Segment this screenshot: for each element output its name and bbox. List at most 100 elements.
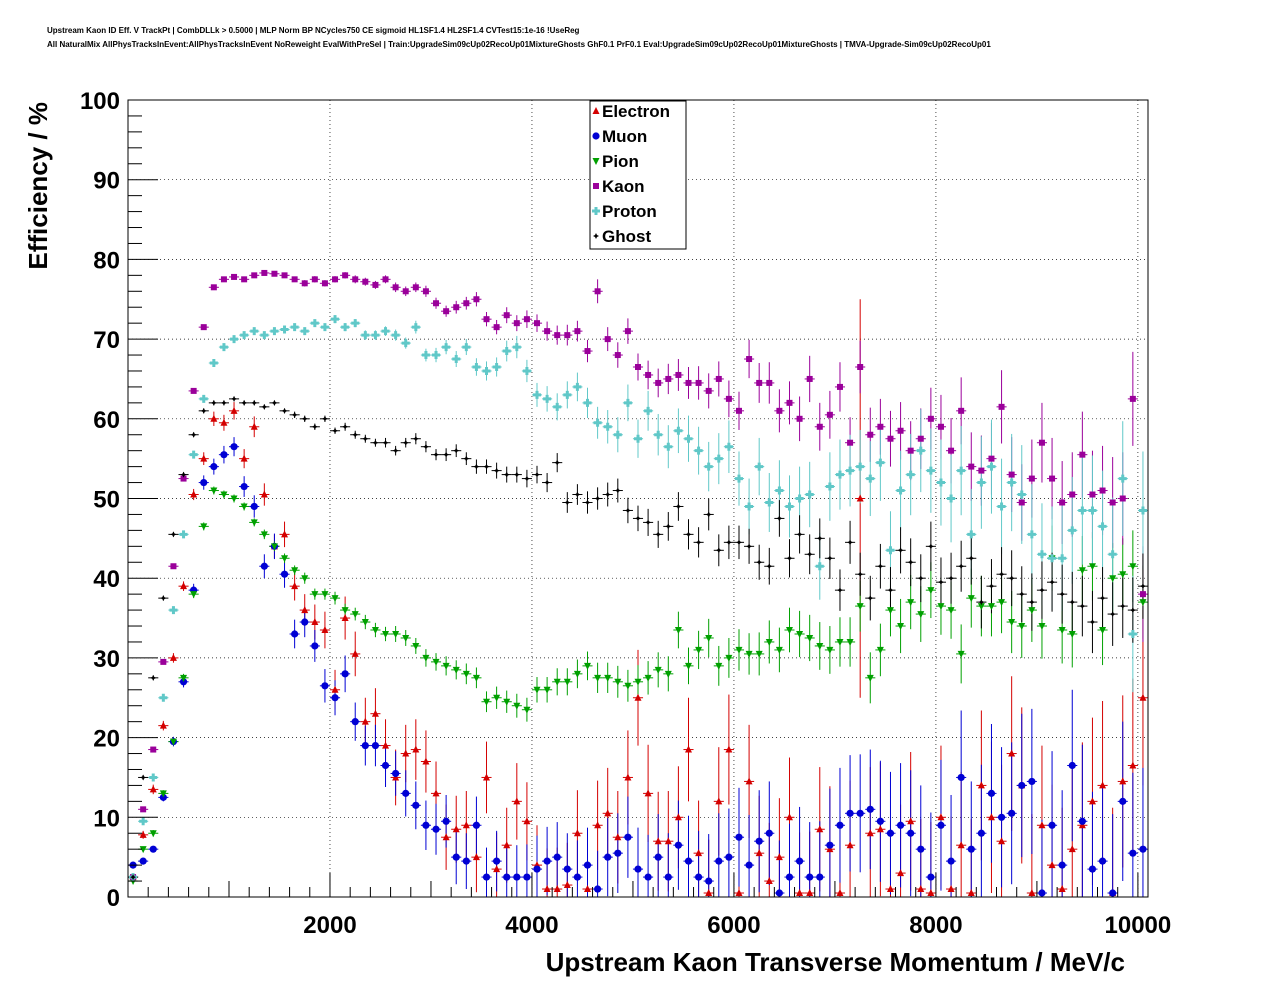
data-point-pion	[1058, 627, 1066, 635]
data-point-pion	[806, 634, 814, 642]
data-point-kaon	[574, 328, 581, 335]
data-point-ghost	[1079, 603, 1086, 610]
data-point-ghost	[857, 571, 864, 578]
data-point-kaon	[978, 467, 985, 474]
data-point-pion	[250, 519, 258, 527]
data-point-muon	[200, 478, 208, 487]
data-point-muon	[139, 857, 147, 865]
data-point-pion	[1028, 607, 1036, 615]
data-point-kaon	[261, 269, 268, 276]
data-point-muon	[220, 451, 228, 459]
data-point-muon	[735, 833, 743, 841]
data-point-kaon	[655, 379, 662, 386]
data-point-muon	[684, 857, 693, 865]
data-point-electron	[775, 853, 783, 861]
data-point-electron	[210, 414, 218, 422]
data-point-ghost	[1059, 591, 1066, 598]
data-point-ghost	[968, 555, 975, 562]
data-point-ghost	[1139, 583, 1146, 590]
data-point-ghost	[715, 547, 722, 554]
data-point-kaon	[705, 387, 712, 394]
data-point-kaon	[251, 272, 258, 279]
data-point-kaon	[806, 375, 813, 382]
data-point-pion	[371, 627, 379, 635]
data-point-ghost	[473, 463, 480, 470]
data-point-kaon	[422, 288, 429, 295]
data-point-pion	[1109, 575, 1117, 583]
data-point-pion	[775, 646, 783, 654]
legend-label: Pion	[602, 152, 639, 171]
data-point-ghost	[695, 539, 702, 546]
data-point-muon	[947, 857, 955, 865]
data-point-muon	[1038, 889, 1046, 897]
data-point-muon	[291, 630, 299, 638]
data-point-muon	[482, 873, 491, 881]
x-tick-label: 10000	[1105, 912, 1172, 939]
data-point-ghost	[321, 415, 328, 422]
data-point-proton	[371, 331, 380, 340]
data-point-electron	[361, 717, 369, 725]
data-point-kaon	[503, 312, 510, 319]
data-point-kaon	[907, 447, 914, 454]
data-point-muon	[230, 443, 238, 451]
data-point-pion	[624, 682, 632, 690]
data-point-ghost	[1089, 619, 1096, 626]
data-point-pion	[816, 642, 824, 650]
data-point-electron	[452, 825, 460, 833]
data-point-electron	[816, 825, 824, 833]
data-point-pion	[331, 595, 339, 603]
data-point-pion	[1139, 599, 1147, 607]
data-point-electron	[371, 709, 379, 717]
data-point-electron	[927, 889, 935, 897]
data-point-proton	[1078, 506, 1087, 515]
data-point-ghost	[594, 495, 601, 502]
data-point-ghost	[241, 399, 248, 406]
data-point-muon	[250, 502, 258, 511]
data-point-kaon	[1069, 491, 1076, 498]
data-point-proton	[310, 319, 319, 328]
data-point-muon	[836, 821, 844, 829]
data-point-muon	[280, 570, 289, 578]
data-point-pion	[311, 591, 319, 599]
data-point-proton	[159, 693, 168, 702]
data-point-electron	[230, 406, 238, 414]
data-point-kaon	[372, 281, 379, 288]
data-point-ghost	[735, 539, 742, 546]
data-point-electron	[735, 889, 743, 897]
data-point-ghost	[1119, 603, 1126, 610]
data-point-ghost	[160, 595, 167, 602]
data-point-kaon	[786, 399, 793, 406]
data-point-kaon	[1089, 491, 1096, 498]
data-point-muon	[573, 873, 582, 881]
data-point-ghost	[493, 467, 500, 474]
data-point-proton	[522, 366, 531, 375]
data-point-proton	[492, 362, 501, 371]
data-point-proton	[300, 327, 309, 336]
data-point-electron	[785, 813, 793, 821]
data-point-proton	[1017, 490, 1026, 499]
data-point-ghost	[665, 523, 672, 530]
data-point-muon	[583, 861, 592, 869]
data-point-proton	[179, 530, 188, 539]
data-point-kaon	[1049, 475, 1056, 482]
data-point-electron	[866, 829, 874, 837]
data-point-muon	[1078, 817, 1086, 825]
data-point-kaon	[756, 379, 763, 386]
data-point-proton	[270, 327, 279, 336]
data-point-pion	[654, 666, 662, 674]
data-point-muon	[563, 865, 571, 873]
legend-box	[589, 100, 687, 250]
data-point-kaon	[1018, 499, 1025, 506]
x-tick-label: 2000	[303, 912, 356, 939]
data-point-ghost	[746, 543, 753, 550]
data-point-pion	[836, 638, 844, 646]
data-point-ghost	[503, 471, 510, 478]
data-point-electron	[563, 881, 571, 889]
data-point-electron	[886, 885, 894, 893]
data-point-muon	[462, 857, 470, 865]
data-point-electron	[483, 773, 491, 781]
data-point-ghost	[897, 547, 904, 554]
data-point-proton	[341, 323, 350, 332]
data-point-electron	[725, 745, 733, 753]
data-point-electron	[442, 833, 450, 841]
